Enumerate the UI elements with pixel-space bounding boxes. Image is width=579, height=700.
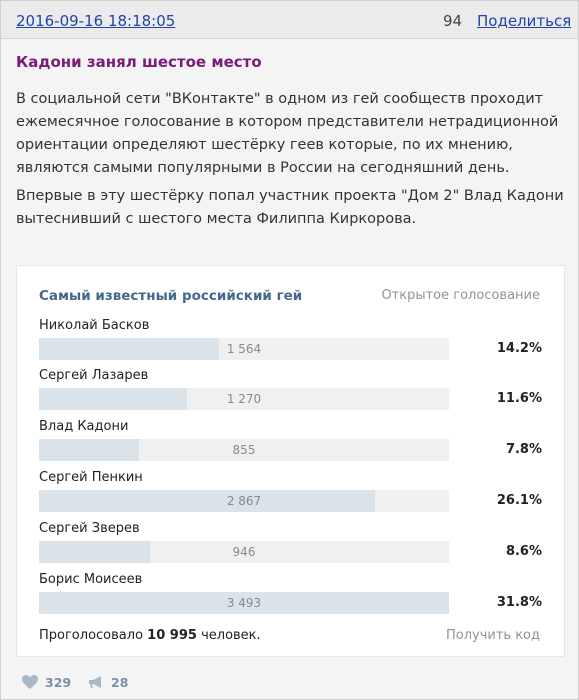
poll-option-percent: 8.6% (505, 544, 542, 559)
post-paragraph: Впервые в эту шестёрку попал участник пр… (16, 188, 564, 227)
poll-option-count: 1 270 (226, 392, 262, 406)
poll-option-label: Влад Кадони (39, 419, 129, 434)
view-count: 94 (443, 12, 463, 30)
share-link[interactable]: Поделиться (477, 12, 572, 30)
poll-option-bar-fill (39, 338, 219, 360)
poll-option-label: Борис Моисеев (39, 572, 143, 587)
poll-option-bar: 855 (39, 439, 449, 461)
poll-option-percent: 26.1% (496, 493, 542, 508)
poll-option-percent: 11.6% (496, 391, 542, 406)
poll-option-bar: 946 (39, 541, 449, 563)
poll-total-prefix: Проголосовало (39, 628, 144, 643)
poll-option-bar-fill (39, 439, 139, 461)
poll-option-label: Сергей Зверев (39, 521, 140, 536)
poll-option-count: 855 (232, 443, 256, 457)
heart-icon (22, 675, 38, 689)
repost-button[interactable]: 28 (87, 674, 147, 692)
post-date-link[interactable]: 2016-09-16 18:18:05 (16, 12, 176, 30)
poll-type-label: Открытое голосование (381, 288, 540, 303)
poll-option-bar: 3 493 (39, 592, 449, 614)
poll-option[interactable]: Сергей Лазарев 1 270 11.6% (39, 368, 542, 420)
poll-option-bar-fill (39, 388, 187, 410)
poll-option-bar-fill (39, 592, 449, 614)
poll-option-count: 3 493 (226, 596, 262, 610)
poll-total-count: 10 995 (147, 628, 197, 643)
poll-option[interactable]: Сергей Пенкин 2 867 26.1% (39, 470, 542, 522)
repost-count: 28 (111, 675, 129, 690)
poll-option-bar-fill (39, 541, 150, 563)
poll-option-bar-fill (39, 490, 375, 512)
poll-option-count: 2 867 (226, 494, 262, 508)
poll-option-percent: 7.8% (505, 442, 542, 457)
poll-option-count: 946 (232, 545, 256, 559)
post-header: 2016-09-16 18:18:05 94 Поделиться (1, 1, 578, 39)
post-paragraph: В социальной сети "ВКонтакте" в одном из… (16, 91, 559, 176)
poll-option-label: Сергей Лазарев (39, 368, 149, 383)
like-button[interactable]: 329 (21, 674, 81, 692)
poll-option-label: Николай Басков (39, 318, 150, 333)
poll-widget: Самый известный российский гей Открытое … (16, 265, 565, 657)
poll-option[interactable]: Николай Басков 1 564 14.2% (39, 318, 542, 370)
post-title: Кадони занял шестое место (16, 53, 262, 71)
poll-option-percent: 31.8% (496, 595, 542, 610)
poll-option-label: Сергей Пенкин (39, 470, 143, 485)
megaphone-icon (89, 676, 101, 688)
poll-option-bar: 1 270 (39, 388, 449, 410)
poll-total: Проголосовало 10 995 человек. (39, 628, 261, 643)
poll-option-bar: 2 867 (39, 490, 449, 512)
post-footer: 329 28 (1, 665, 578, 699)
poll-option[interactable]: Влад Кадони 855 7.8% (39, 419, 542, 471)
get-code-link[interactable]: Получить код (445, 628, 540, 643)
poll-option[interactable]: Борис Моисеев 3 493 31.8% (39, 572, 542, 624)
poll-option[interactable]: Сергей Зверев 946 8.6% (39, 521, 542, 573)
poll-title: Самый известный российский гей (39, 288, 303, 304)
poll-option-percent: 14.2% (496, 341, 542, 356)
poll-option-bar: 1 564 (39, 338, 449, 360)
like-count: 329 (45, 675, 72, 690)
poll-option-count: 1 564 (226, 342, 262, 356)
poll-total-suffix: человек. (201, 628, 261, 643)
